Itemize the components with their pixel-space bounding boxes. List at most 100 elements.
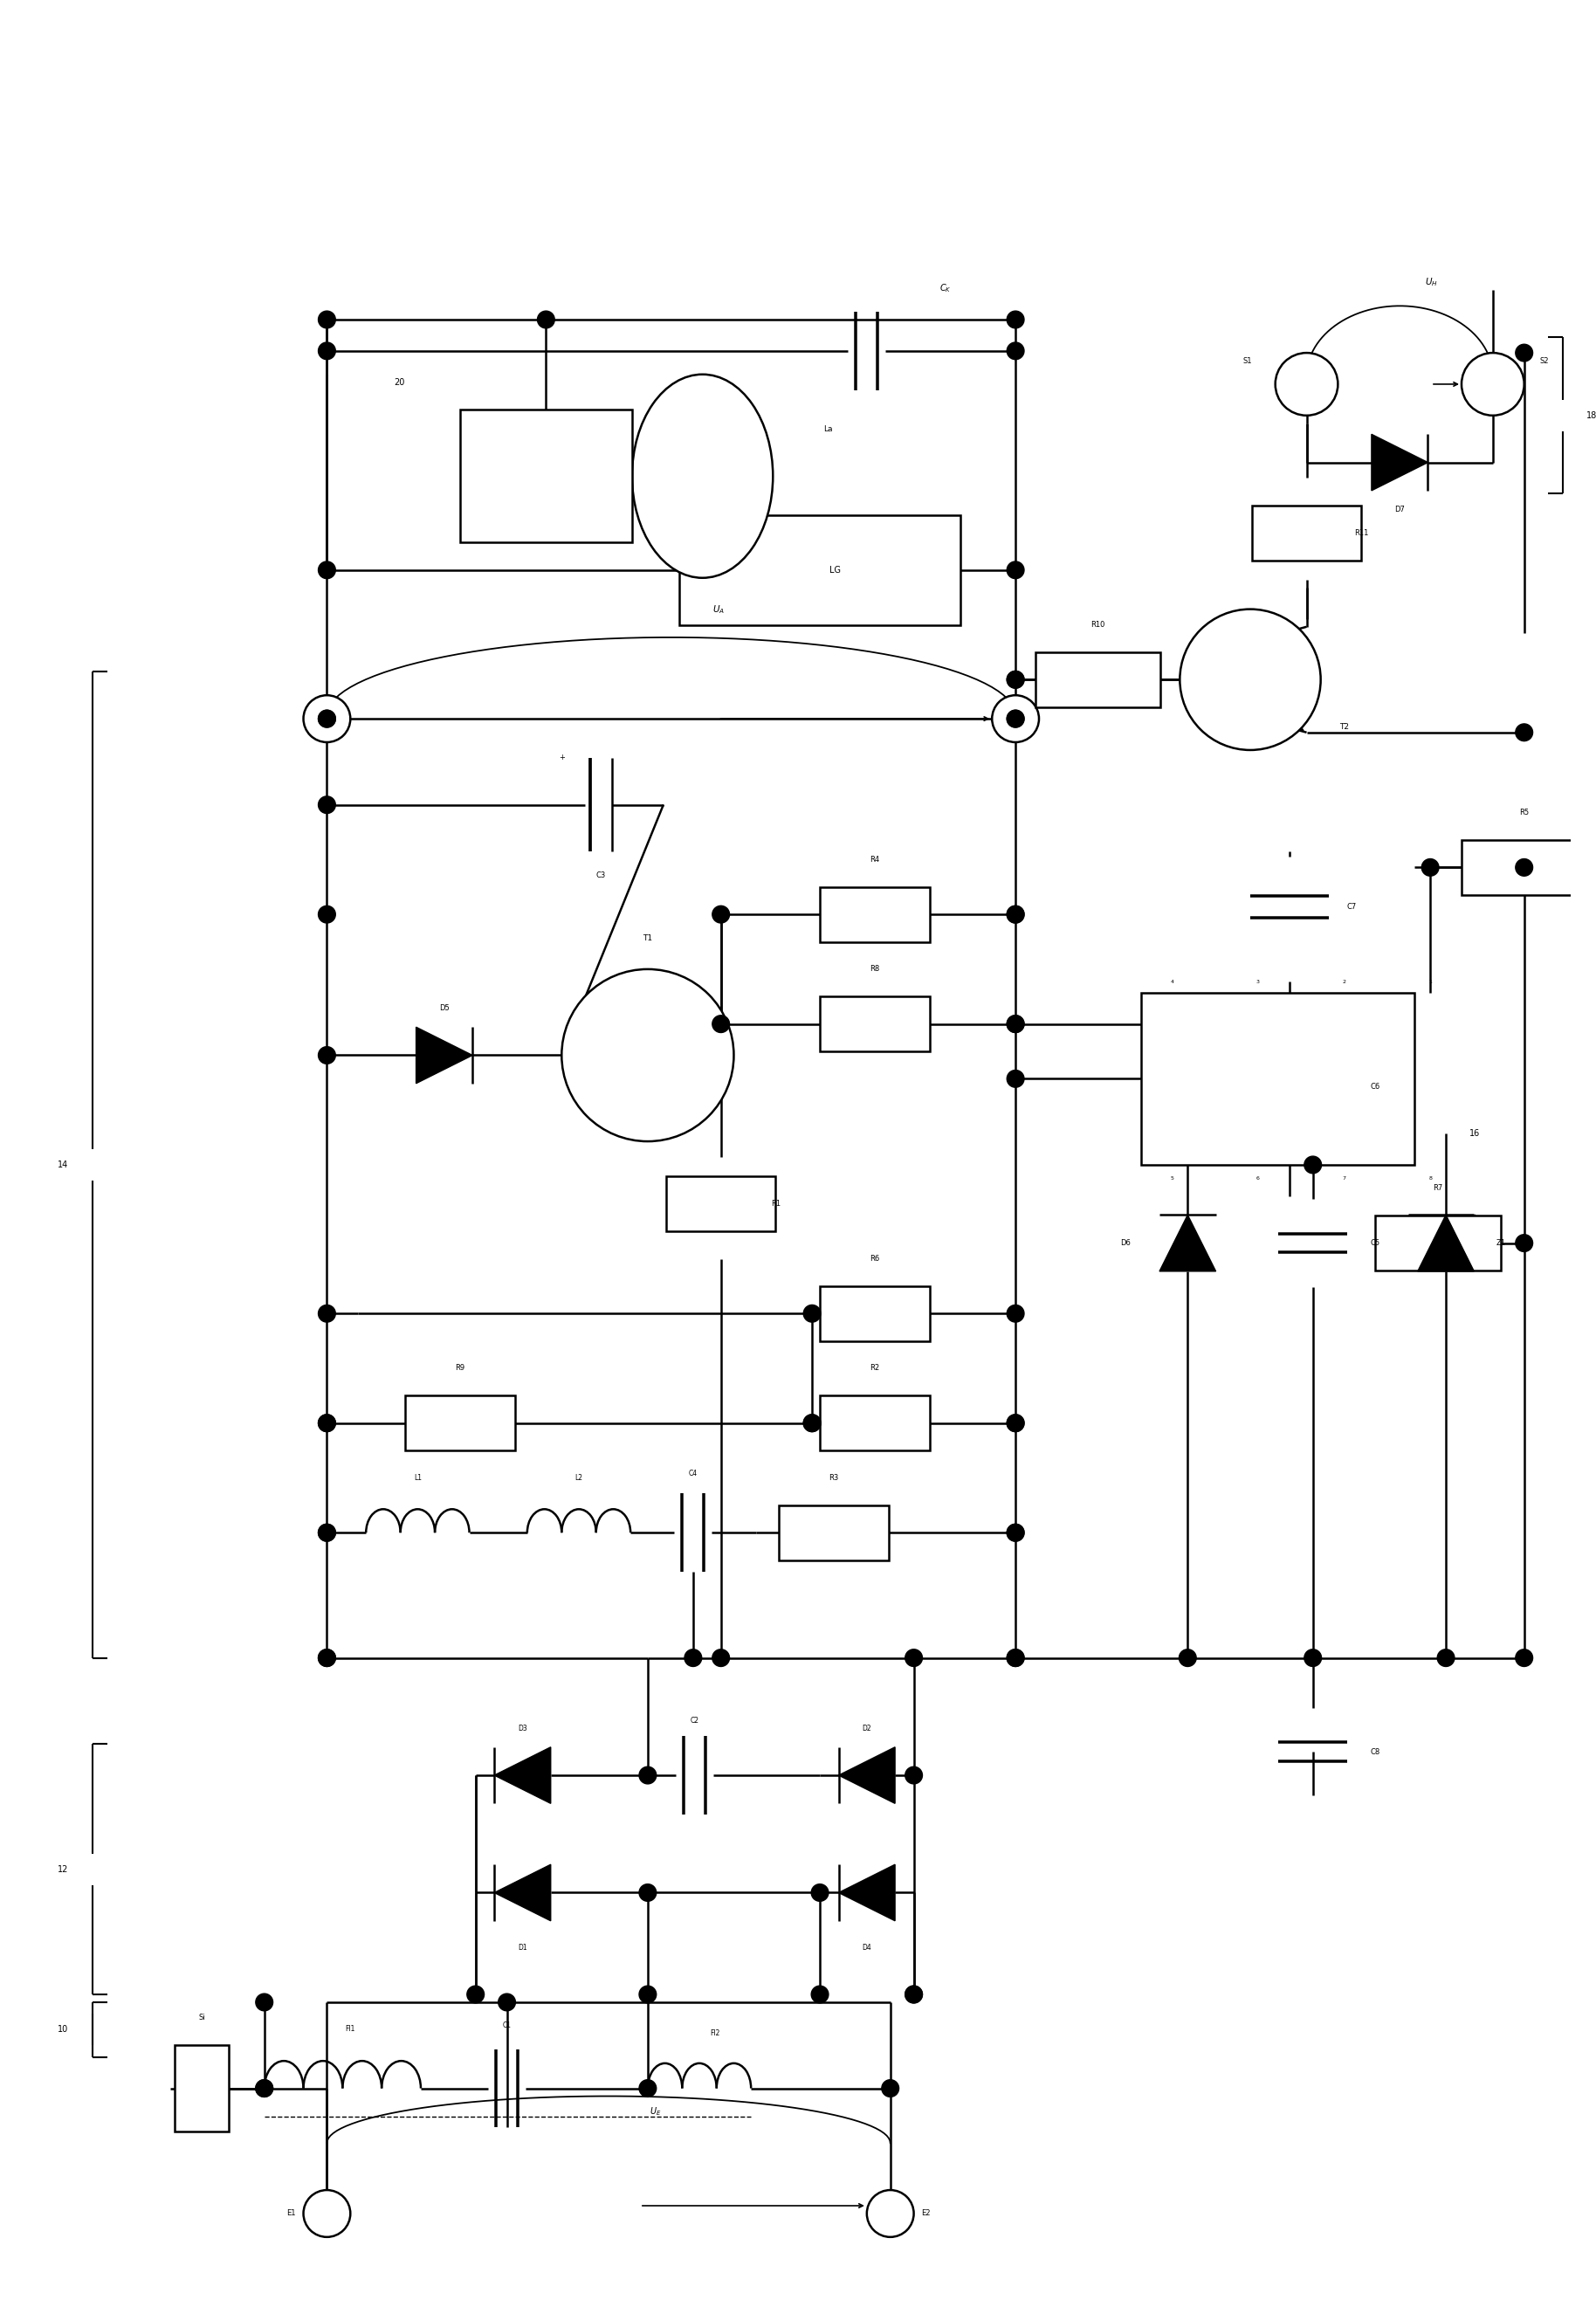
Circle shape bbox=[811, 1985, 828, 2004]
Circle shape bbox=[318, 710, 335, 727]
Circle shape bbox=[1516, 724, 1532, 740]
Text: $C_K$: $C_K$ bbox=[938, 282, 951, 294]
Circle shape bbox=[318, 1525, 335, 1541]
Text: +: + bbox=[559, 754, 565, 761]
Text: 20: 20 bbox=[394, 377, 405, 386]
Circle shape bbox=[1007, 710, 1025, 727]
Bar bbox=[820, 1287, 929, 1340]
Bar bbox=[1036, 653, 1160, 708]
Circle shape bbox=[498, 1995, 516, 2011]
Text: D7: D7 bbox=[1395, 504, 1404, 514]
Text: R5: R5 bbox=[1519, 808, 1529, 817]
Circle shape bbox=[1007, 671, 1025, 687]
Text: C3: C3 bbox=[595, 872, 606, 879]
Circle shape bbox=[905, 1985, 922, 2004]
Circle shape bbox=[1304, 1650, 1321, 1666]
Text: La: La bbox=[824, 426, 832, 433]
Polygon shape bbox=[838, 1865, 895, 1921]
Circle shape bbox=[905, 1766, 922, 1784]
Polygon shape bbox=[838, 1747, 895, 1803]
Circle shape bbox=[1007, 905, 1025, 923]
Text: $U_A$: $U_A$ bbox=[712, 604, 725, 616]
Circle shape bbox=[1275, 352, 1337, 417]
Circle shape bbox=[1007, 1069, 1025, 1088]
Text: $U_E$: $U_E$ bbox=[650, 2106, 661, 2117]
Circle shape bbox=[803, 1414, 820, 1432]
Circle shape bbox=[318, 1414, 335, 1432]
Circle shape bbox=[318, 1305, 335, 1321]
Text: C8: C8 bbox=[1371, 1747, 1381, 1756]
Circle shape bbox=[1007, 905, 1025, 923]
Text: D5: D5 bbox=[439, 1004, 450, 1011]
Circle shape bbox=[638, 1884, 656, 1902]
Text: R4: R4 bbox=[870, 856, 879, 863]
Text: LG: LG bbox=[830, 565, 841, 574]
Bar bbox=[1251, 504, 1361, 560]
Bar bbox=[174, 2046, 230, 2131]
Text: C4: C4 bbox=[689, 1469, 697, 1476]
Polygon shape bbox=[1371, 435, 1428, 491]
Circle shape bbox=[638, 2080, 656, 2096]
Polygon shape bbox=[495, 1865, 551, 1921]
Bar bbox=[678, 516, 961, 625]
Circle shape bbox=[255, 1995, 273, 2011]
Circle shape bbox=[1007, 1016, 1025, 1032]
Circle shape bbox=[318, 905, 335, 923]
Circle shape bbox=[255, 2080, 273, 2096]
Bar bbox=[1462, 840, 1586, 896]
Circle shape bbox=[1007, 1414, 1025, 1432]
Circle shape bbox=[1007, 1016, 1025, 1032]
Circle shape bbox=[318, 1046, 335, 1064]
Circle shape bbox=[867, 2189, 915, 2238]
Circle shape bbox=[1007, 671, 1025, 687]
Text: 6: 6 bbox=[1256, 1176, 1259, 1180]
Circle shape bbox=[318, 710, 335, 727]
Text: 8: 8 bbox=[1428, 1176, 1432, 1180]
Text: R6: R6 bbox=[870, 1254, 879, 1263]
Bar bbox=[1376, 1215, 1500, 1270]
Bar bbox=[666, 1176, 776, 1231]
Bar bbox=[820, 1395, 929, 1451]
Circle shape bbox=[881, 2080, 899, 2096]
Text: Si: Si bbox=[198, 2013, 204, 2022]
Text: FI2: FI2 bbox=[710, 2029, 720, 2036]
Text: 7: 7 bbox=[1342, 1176, 1345, 1180]
Text: L2: L2 bbox=[575, 1474, 583, 1481]
Text: 2: 2 bbox=[1342, 979, 1345, 983]
Text: S2: S2 bbox=[1540, 356, 1550, 366]
Circle shape bbox=[1007, 1414, 1025, 1432]
Bar bbox=[460, 410, 632, 544]
Circle shape bbox=[1462, 352, 1524, 417]
Circle shape bbox=[318, 1414, 335, 1432]
Circle shape bbox=[538, 310, 554, 329]
Text: S1: S1 bbox=[1243, 356, 1251, 366]
Circle shape bbox=[562, 970, 734, 1141]
Text: D1: D1 bbox=[517, 1944, 527, 1951]
Text: D4: D4 bbox=[862, 1944, 871, 1951]
Bar bbox=[1141, 993, 1414, 1164]
Circle shape bbox=[1007, 310, 1025, 329]
Text: Z1: Z1 bbox=[1495, 1240, 1505, 1247]
Bar bbox=[820, 886, 929, 942]
Text: T2: T2 bbox=[1339, 722, 1349, 731]
Circle shape bbox=[318, 1650, 335, 1666]
Circle shape bbox=[905, 1985, 922, 2004]
Circle shape bbox=[1438, 1650, 1454, 1666]
Text: FI1: FI1 bbox=[345, 2025, 356, 2032]
Circle shape bbox=[1304, 1157, 1321, 1173]
Circle shape bbox=[1516, 858, 1532, 877]
Text: C6: C6 bbox=[1371, 1083, 1381, 1090]
Circle shape bbox=[905, 1650, 922, 1666]
Circle shape bbox=[1007, 562, 1025, 578]
Text: L1: L1 bbox=[413, 1474, 421, 1481]
Polygon shape bbox=[1159, 1215, 1216, 1270]
Circle shape bbox=[1422, 858, 1440, 877]
Circle shape bbox=[811, 1884, 828, 1902]
Circle shape bbox=[638, 1985, 656, 2004]
Text: T1: T1 bbox=[643, 935, 653, 942]
Circle shape bbox=[1007, 1650, 1025, 1666]
Text: R9: R9 bbox=[455, 1365, 464, 1372]
Circle shape bbox=[303, 2189, 351, 2238]
Text: 4: 4 bbox=[1170, 979, 1173, 983]
Circle shape bbox=[318, 796, 335, 815]
